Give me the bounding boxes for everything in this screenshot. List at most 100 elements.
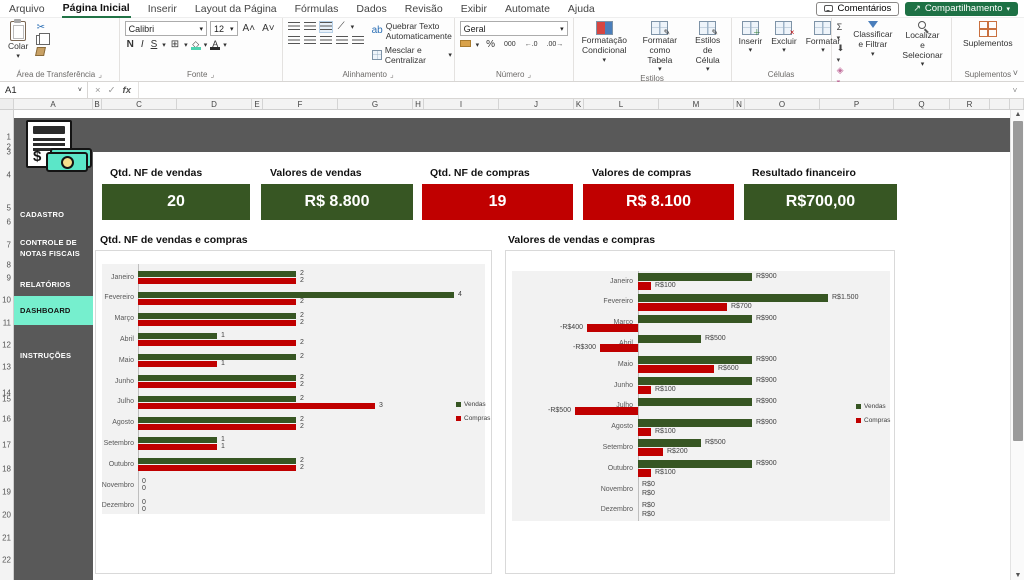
chart-bar-vendas[interactable] [138,396,296,402]
decrease-font-icon[interactable]: A˅ [260,23,277,34]
chart-bar-compras[interactable] [638,428,651,436]
chart-bar-compras[interactable] [138,403,375,409]
scrollbar-thumb[interactable] [1013,121,1023,441]
row-header-20[interactable]: 20 [2,511,11,520]
row-header-10[interactable]: 10 [2,296,11,305]
chart-bar-compras[interactable] [638,469,651,477]
row-header-22[interactable]: 22 [2,556,11,565]
column-header-A[interactable]: A [14,99,93,109]
underline-button[interactable]: S [149,39,160,50]
sidebar-item-relatorios[interactable]: RELATÓRIOS [14,276,93,293]
chart-bar-compras[interactable] [638,282,651,290]
number-format-combo[interactable]: Geral▾ [460,21,568,36]
cancel-icon[interactable]: × [95,85,101,96]
align-top-icon[interactable] [288,22,300,32]
chart-bar-compras[interactable] [587,324,638,332]
row-header-19[interactable]: 19 [2,488,11,497]
align-left-icon[interactable] [288,36,300,46]
sheet-area[interactable]: 12345678910111213141516171819202122 $ CA… [0,110,1024,580]
chart-bar-vendas[interactable] [138,437,217,443]
decrease-decimal-icon[interactable]: .00→ [545,41,566,48]
percent-style-icon[interactable]: % [484,39,497,50]
column-header-C[interactable]: C [102,99,177,109]
dialog-launcher-icon[interactable]: ⌟ [390,70,394,79]
find-select-button[interactable]: Localizar e Selecionar▾ [899,21,945,69]
column-header-B[interactable]: B [93,99,102,109]
font-name-combo[interactable]: Calibri▾ [125,21,207,36]
chart-bar-vendas[interactable] [138,375,296,381]
chart-bar-vendas[interactable] [138,333,217,339]
orientation-icon[interactable]: ⟋ [336,21,347,32]
chart-bar-vendas[interactable] [138,313,296,319]
chart-bar-compras[interactable] [138,444,217,450]
sidebar-item-instrucoes[interactable]: INSTRUÇÕES [14,347,93,364]
row-header-13[interactable]: 13 [2,363,11,372]
cut-icon[interactable]: ✂ [37,23,45,33]
sidebar-item-cadastro[interactable]: CADASTRO [14,206,93,223]
chart-bar-vendas[interactable] [638,419,752,427]
chart-bar-vendas[interactable] [138,292,454,298]
scroll-up-icon[interactable]: ▲ [1011,111,1024,118]
name-box[interactable]: A1 ˅ [0,82,88,98]
dialog-launcher-icon[interactable]: ⌟ [210,70,214,79]
column-header-F[interactable]: F [263,99,338,109]
chart-bar-vendas[interactable] [138,271,296,277]
fill-icon[interactable]: ⬇ ▾ [837,43,847,64]
tab-revisao[interactable]: Revisão [404,1,444,17]
chart-bar-vendas[interactable] [638,377,752,385]
column-header-P[interactable]: P [820,99,894,109]
chart-qtd-nf-vendas-compras[interactable]: Janeiro22Fevereiro42Março22Abril12Maio21… [95,250,492,574]
row-header-5[interactable]: 5 [7,204,11,213]
row-header-4[interactable]: 4 [7,171,11,180]
chart-bar-vendas[interactable] [638,460,752,468]
chart-bar-vendas[interactable] [638,356,752,364]
delete-cells-button[interactable]: × Excluir▾ [769,21,799,54]
row-header-9[interactable]: 9 [7,274,11,283]
chart-bar-vendas[interactable] [138,458,296,464]
row-header-21[interactable]: 21 [2,534,11,543]
chart-bar-vendas[interactable] [638,439,701,447]
row-header-3[interactable]: 3 [7,148,11,157]
share-button[interactable]: ↗ Compartilhamento ▾ [905,2,1018,16]
chart-bar-vendas[interactable] [638,294,828,302]
align-center-icon[interactable] [304,36,316,46]
vertical-scrollbar[interactable]: ▲ ▼ [1010,110,1024,580]
dialog-launcher-icon[interactable]: ⌟ [98,70,102,79]
align-right-icon[interactable] [320,36,332,46]
increase-decimal-icon[interactable]: ←.0 [523,41,540,48]
merge-center-button[interactable]: Mesclar e Centralizar ▾ [372,45,452,65]
select-all-corner[interactable] [0,99,14,109]
font-size-combo[interactable]: 12▾ [210,21,238,36]
chart-bar-vendas[interactable] [638,335,701,343]
column-header-K[interactable]: K [574,99,584,109]
formula-input[interactable] [139,82,1006,98]
font-color-icon[interactable]: A [210,40,220,50]
sidebar-item-dashboard[interactable]: DASHBOARD [14,296,93,325]
sort-filter-button[interactable]: Classificar e Filtrar▾ [850,21,895,59]
insert-cells-button[interactable]: ＋ Inserir▾ [737,21,765,54]
row-header-18[interactable]: 18 [2,465,11,474]
fill-color-icon[interactable]: ◇ [191,40,201,50]
cell-styles-button[interactable]: ✎ Estilos de Célula▾ [690,21,726,74]
copy-icon[interactable] [36,35,45,45]
paste-button[interactable]: Colar ▾ [5,21,31,61]
decrease-indent-icon[interactable] [336,36,348,46]
tab-exibir[interactable]: Exibir [460,1,488,17]
chart-bar-compras[interactable] [638,386,651,394]
column-header-I[interactable]: I [424,99,499,109]
tab-ajuda[interactable]: Ajuda [567,1,596,17]
chart-bar-compras[interactable] [138,424,296,430]
comments-button[interactable]: Comentários [816,2,899,16]
addins-button[interactable]: Suplementos [960,21,1016,49]
dialog-launcher-icon[interactable]: ⌟ [527,70,531,79]
chart-bar-compras[interactable] [138,382,296,388]
conditional-formatting-button[interactable]: Formatação Condicional▾ [579,21,630,65]
row-header-16[interactable]: 16 [2,415,11,424]
row-header-15[interactable]: 15 [2,395,11,404]
column-header-H[interactable]: H [413,99,424,109]
row-header-8[interactable]: 8 [7,261,11,270]
column-header-L[interactable]: L [584,99,659,109]
chart-bar-vendas[interactable] [638,273,752,281]
enter-icon[interactable]: ✓ [108,85,116,96]
chart-bar-vendas[interactable] [638,315,752,323]
